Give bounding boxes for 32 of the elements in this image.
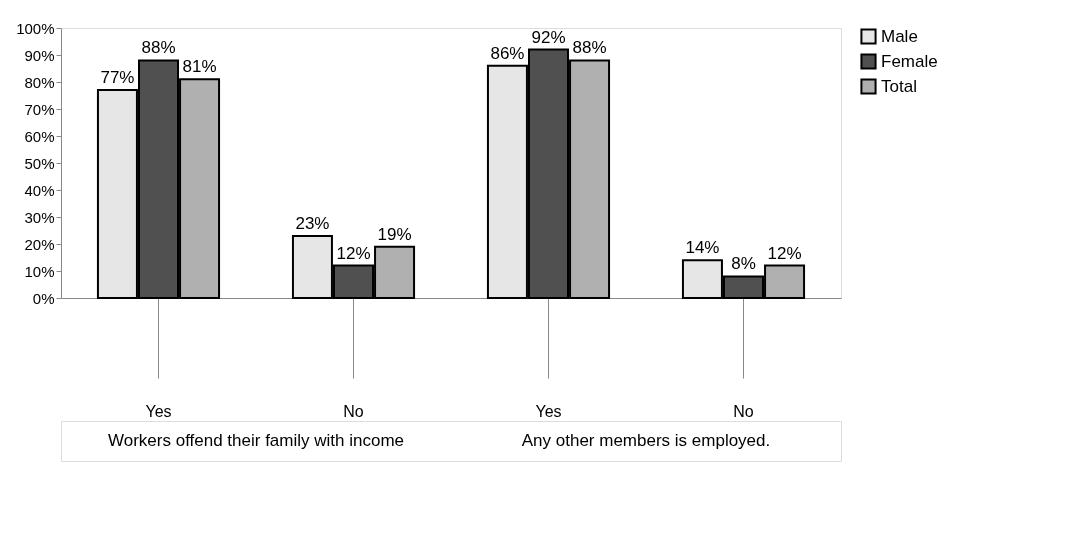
data-label: 12%: [767, 243, 802, 263]
y-tick-label: 90%: [24, 46, 55, 64]
data-label: 19%: [377, 224, 412, 244]
y-tick-label: 40%: [24, 181, 55, 199]
x-tick-label: No: [733, 402, 754, 420]
data-label: 12%: [336, 243, 371, 263]
x-tick-label: No: [343, 402, 364, 420]
data-label: 8%: [731, 254, 756, 274]
data-label: 81%: [182, 57, 217, 77]
y-tick-label: 80%: [24, 73, 55, 91]
x-tick-label: Yes: [145, 402, 172, 420]
x-tick-label: Yes: [535, 402, 562, 420]
data-label: 88%: [141, 38, 176, 58]
y-tick-label: 70%: [24, 100, 55, 118]
data-label: 88%: [572, 38, 607, 58]
text: Workers offend their family with income: [107, 431, 405, 450]
y-tick-label: 0%: [32, 289, 55, 307]
legend-label: Total: [881, 76, 917, 96]
data-label: 23%: [295, 213, 330, 233]
y-tick-label: 20%: [24, 235, 55, 253]
text: Any other members is employed.: [521, 431, 771, 450]
data-label: 77%: [100, 68, 135, 88]
y-tick-label: 100%: [16, 19, 55, 37]
y-tick-label: 50%: [24, 154, 55, 172]
y-tick-label: 60%: [24, 127, 55, 145]
data-label: 92%: [531, 27, 566, 47]
data-label: 14%: [685, 238, 720, 258]
y-tick-label: 30%: [24, 208, 55, 226]
y-tick-label: 10%: [24, 262, 55, 280]
legend-label: Female: [881, 51, 938, 71]
legend-label: Male: [881, 26, 918, 46]
data-label: 86%: [490, 43, 525, 63]
